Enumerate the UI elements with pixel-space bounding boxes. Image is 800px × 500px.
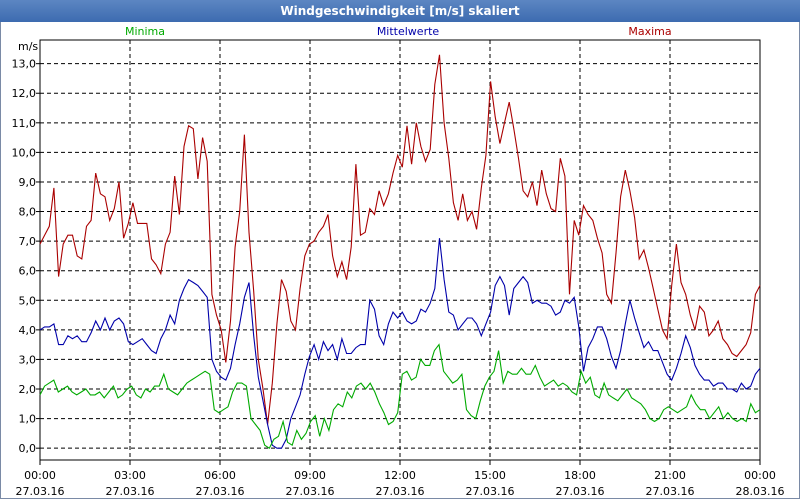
y-tick-label: 4,0 [19, 324, 37, 337]
x-tick-time: 15:00 [474, 469, 506, 482]
legend-mittelwerte: Mittelwerte [377, 25, 440, 38]
x-tick-time: 18:00 [564, 469, 596, 482]
y-tick-label: 3,0 [19, 353, 37, 366]
x-tick-date: 27.03.16 [376, 485, 425, 498]
x-tick-time: 09:00 [294, 469, 326, 482]
legend-minima: Minima [125, 25, 165, 38]
series-lines [39, 54, 761, 449]
x-tick-date: 27.03.16 [106, 485, 155, 498]
y-tick-label: 9,0 [19, 176, 37, 189]
x-tick-time: 00:00 [744, 469, 776, 482]
legend-maxima: Maxima [628, 25, 671, 38]
x-tick-date: 28.03.16 [736, 485, 785, 498]
x-tick-date: 27.03.16 [556, 485, 605, 498]
x-tick-date: 27.03.16 [646, 485, 695, 498]
x-tick-time: 12:00 [384, 469, 416, 482]
y-tick-label: 0,0 [19, 442, 37, 455]
series-line-mittelwerte [39, 238, 761, 449]
x-tick-date: 27.03.16 [466, 485, 515, 498]
y-tick-label: 1,0 [19, 413, 37, 426]
x-tick-time: 00:00 [24, 469, 56, 482]
y-tick-label: 8,0 [19, 206, 37, 219]
x-tick-date: 27.03.16 [16, 485, 65, 498]
y-tick-label: 6,0 [19, 265, 37, 278]
y-tick-label: 11,0 [12, 117, 37, 130]
y-axis-ticks: 0,0 1,0 2,0 3,0 4,0 5,0 6,0 7,0 8,0 9,0 10,0 11,0 12… [12, 58, 40, 455]
x-tick-date: 27.03.16 [196, 485, 245, 498]
chart-title: Windgeschwindigkeit [m/s] skaliert [0, 0, 800, 22]
x-axis-ticks: 00:00 27.03.16 03:00 27.03.16 06:00 27.03.16 0… [16, 460, 785, 498]
y-axis-label: m/s [18, 40, 38, 53]
x-tick-time: 21:00 [654, 469, 686, 482]
y-tick-label: 2,0 [19, 383, 37, 396]
x-tick-time: 03:00 [114, 469, 146, 482]
x-tick-time: 06:00 [204, 469, 236, 482]
y-tick-label: 12,0 [12, 87, 37, 100]
series-line-maxima [39, 54, 761, 425]
x-tick-date: 27.03.16 [286, 485, 335, 498]
series-line-minima [39, 343, 761, 449]
y-tick-label: 13,0 [12, 58, 37, 71]
y-tick-label: 10,0 [12, 146, 37, 159]
y-tick-label: 7,0 [19, 235, 37, 248]
y-tick-label: 5,0 [19, 294, 37, 307]
legend: Minima Mittelwerte Maxima [125, 25, 672, 38]
